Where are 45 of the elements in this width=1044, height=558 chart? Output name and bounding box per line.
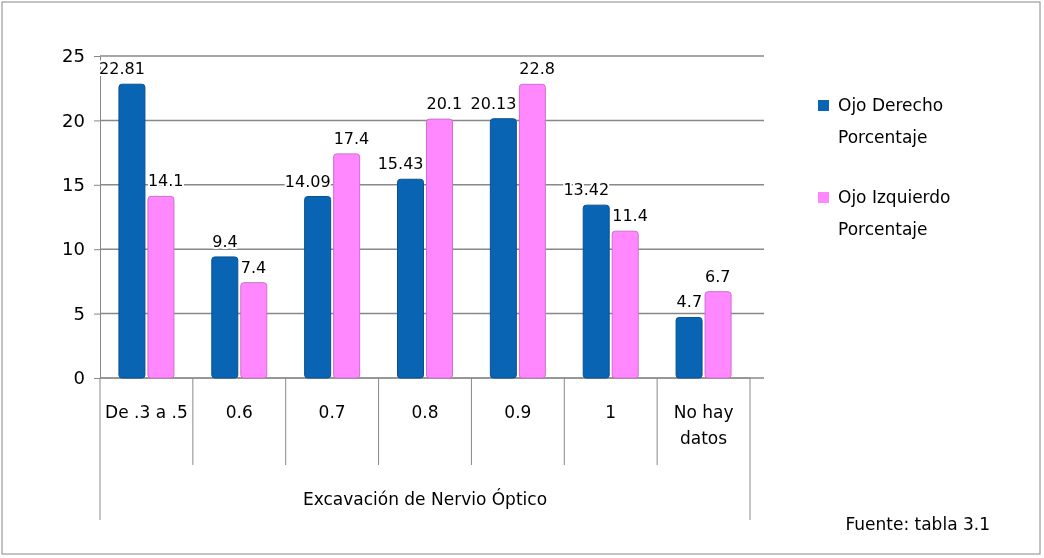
bar (304, 196, 332, 379)
bar (518, 83, 546, 379)
data-label: 13.42 (563, 180, 610, 200)
x-tick-label: 1 (605, 402, 617, 422)
y-tick-label: 20 (62, 109, 85, 131)
data-label: 14.1 (147, 171, 184, 191)
x-axis-title: Excavación de Nervio Óptico (302, 488, 548, 509)
y-tick-label: 0 (73, 367, 85, 389)
bar (211, 256, 239, 379)
x-tick-label: 0.6 (225, 402, 253, 422)
data-label: 22.81 (99, 59, 145, 79)
bar (118, 83, 146, 379)
legend-label: Ojo Derecho Porcentaje (838, 95, 944, 147)
source-note: Fuente: tabla 3.1 (845, 514, 990, 534)
bar (611, 230, 639, 379)
bar (426, 118, 453, 379)
data-label: 17.4 (333, 128, 370, 148)
bar (489, 118, 517, 379)
y-tick-label: 10 (62, 238, 85, 260)
bar (582, 204, 610, 379)
x-tick-label: No hay datos (673, 402, 734, 448)
bar (333, 153, 361, 379)
bar (147, 195, 175, 379)
data-label: 9.4 (212, 231, 238, 251)
data-label: 7.4 (240, 257, 267, 277)
x-tick-label: 0.8 (411, 402, 439, 422)
bar (675, 316, 703, 379)
data-label: 4.7 (676, 292, 703, 312)
data-label: 20.13 (470, 93, 517, 113)
bar (397, 178, 424, 379)
y-tick-label: 5 (73, 302, 85, 324)
data-label: 22.8 (519, 59, 555, 79)
bar (704, 291, 732, 379)
y-tick-label: 15 (62, 174, 85, 196)
x-tick-label: 0.9 (504, 402, 532, 422)
data-label: 6.7 (705, 266, 731, 286)
legend-label: Ojo Izquierdo Porcentaje (838, 187, 951, 239)
data-label: 11.4 (612, 206, 648, 226)
y-tick-label: 25 (62, 45, 85, 67)
data-label: 15.43 (377, 154, 424, 174)
data-label: 14.09 (284, 171, 331, 191)
x-tick-label: 0.7 (318, 402, 346, 422)
x-tick-label: De .3 a .5 (105, 402, 188, 422)
bar (240, 282, 268, 379)
data-label: 20.1 (426, 94, 463, 114)
